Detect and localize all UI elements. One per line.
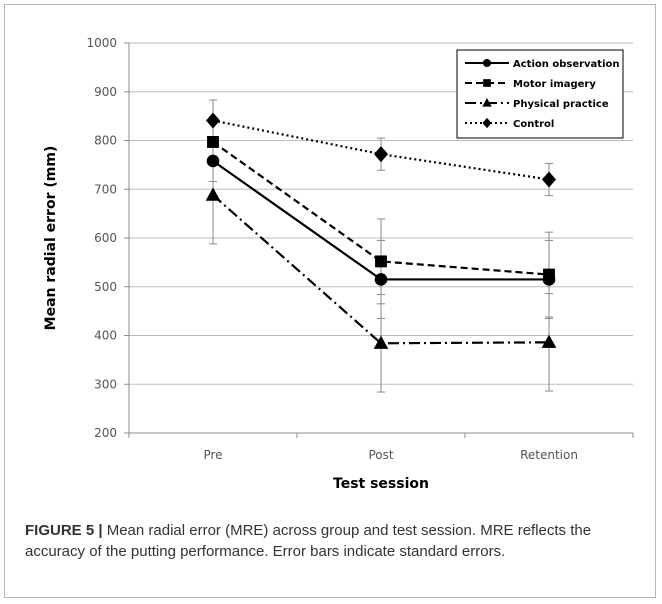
data-point	[375, 255, 387, 268]
legend-marker	[482, 98, 492, 107]
axes: 200 300 400 500 600 700 800 900 1000 Pre Post Reten…	[86, 36, 634, 462]
data-point	[543, 268, 555, 281]
x-tick-label: Post	[368, 448, 393, 462]
data-point	[542, 171, 556, 188]
y-tick-label: 800	[94, 134, 117, 148]
data-point	[207, 136, 219, 148]
series-line	[212, 141, 550, 276]
legend-marker	[482, 58, 492, 68]
legend-marker	[482, 117, 492, 129]
x-tick-label: Pre	[203, 448, 222, 462]
y-tick-label: 600	[94, 231, 117, 245]
series-markers	[205, 112, 557, 349]
legend-label: Motor imagery	[513, 79, 596, 90]
data-point	[205, 187, 221, 201]
figure-caption: FIGURE 5 | Mean radial error (MRE) acros…	[25, 520, 645, 562]
caption-label: FIGURE 5 |	[25, 522, 103, 539]
x-axis-title: Test session	[333, 476, 429, 492]
line-chart: 200 300 400 500 600 700 800 900 1000 Pre Post Reten…	[43, 36, 634, 492]
chart-area: 200 300 400 500 600 700 800 900 1000 Pre Post Reten…	[5, 5, 657, 515]
y-tick-label: 700	[94, 182, 117, 196]
legend-marker	[483, 79, 491, 87]
y-tick-label: 900	[94, 85, 117, 99]
data-point	[541, 334, 557, 348]
y-axis-title: Mean radial error (mm)	[43, 146, 59, 331]
legend-label: Physical practice	[513, 99, 609, 110]
figure-frame: 200 300 400 500 600 700 800 900 1000 Pre Post Reten…	[4, 4, 656, 598]
legend-label: Control	[513, 119, 554, 130]
data-point	[374, 146, 388, 163]
legend-label: Action observation	[513, 59, 620, 70]
data-point	[374, 273, 388, 286]
series-line	[212, 194, 550, 345]
data-point	[206, 154, 220, 168]
y-tick-label: 200	[94, 426, 117, 440]
y-tick-label: 1000	[86, 36, 117, 50]
x-tick-label: Retention	[520, 448, 578, 462]
y-tick-label: 400	[94, 329, 117, 343]
legend: Action observation Motor imagery Physical …	[456, 49, 624, 139]
data-point	[206, 112, 220, 129]
caption-text: Mean radial error (MRE) across group and…	[25, 522, 592, 560]
y-tick-label: 300	[94, 377, 117, 391]
y-tick-label: 500	[94, 280, 117, 294]
data-point	[373, 335, 389, 349]
